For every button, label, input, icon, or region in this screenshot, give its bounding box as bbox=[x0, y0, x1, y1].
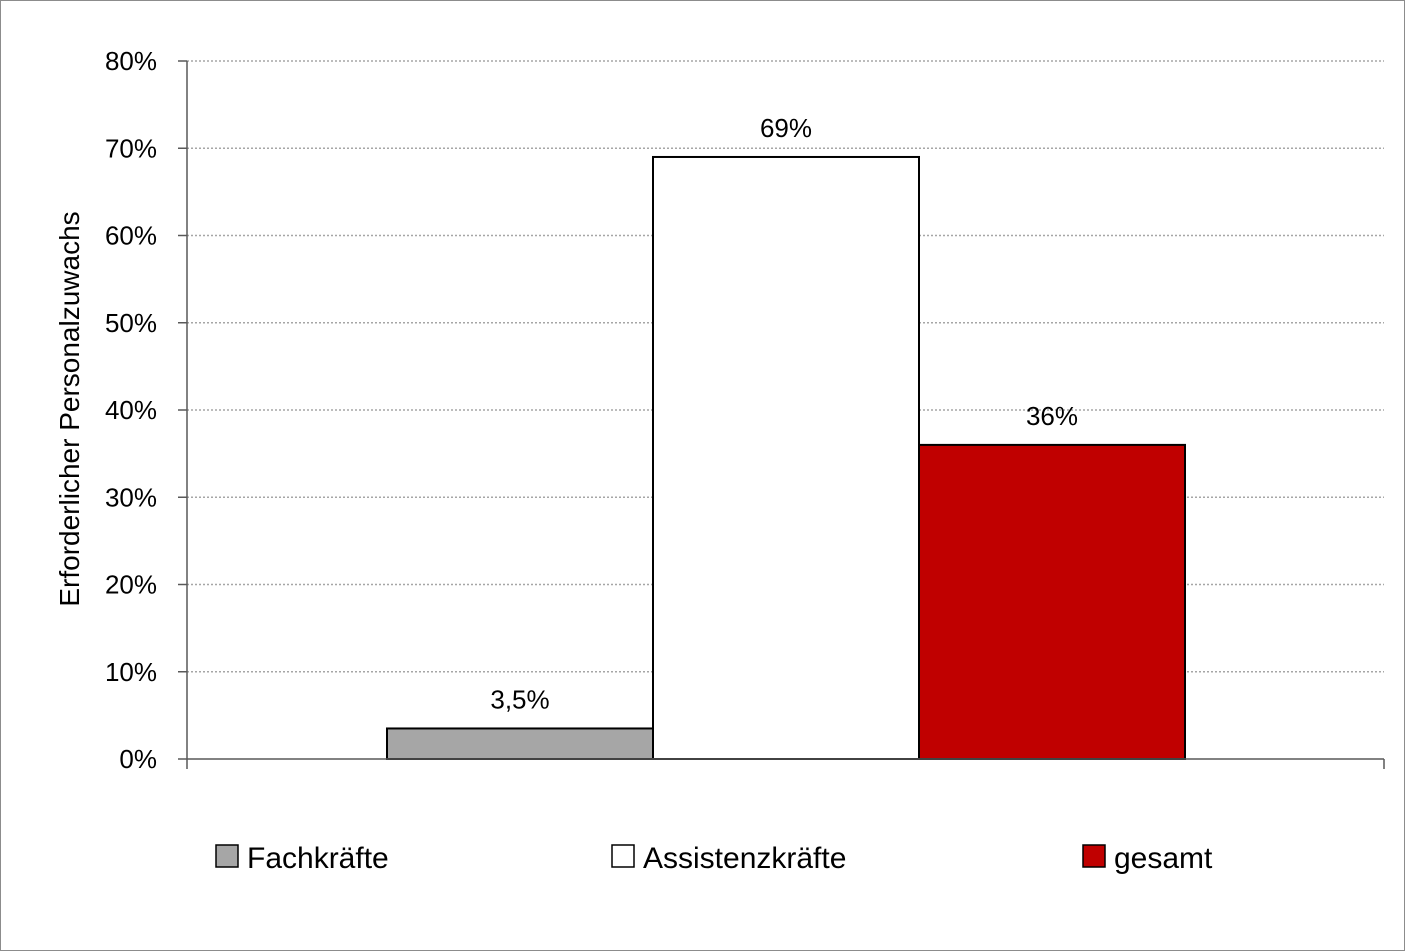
y-tick-label: 70% bbox=[105, 133, 157, 163]
y-tick-label: 0% bbox=[119, 744, 157, 774]
bars bbox=[386, 155, 1186, 761]
y-tick-label: 10% bbox=[105, 657, 157, 687]
y-axis-tick-labels: 0% 10% 20% 30% 40% 50% 60% 70% 80% bbox=[105, 46, 157, 774]
bar-1 bbox=[386, 727, 654, 761]
legend-label: Fachkräfte bbox=[247, 842, 389, 875]
y-tick-label: 40% bbox=[105, 395, 157, 425]
data-label: 36% bbox=[1026, 401, 1078, 431]
data-label: 3,5% bbox=[490, 684, 549, 714]
bar-3 bbox=[918, 443, 1186, 760]
y-axis-title: Erforderlicher Personalzuwachs bbox=[54, 211, 85, 606]
bar-2 bbox=[652, 155, 920, 761]
legend-label: gesamt bbox=[1114, 842, 1213, 875]
y-tick-label: 80% bbox=[105, 46, 157, 76]
axes bbox=[178, 60, 1385, 769]
legend-swatch bbox=[611, 844, 635, 868]
y-tick-label: 30% bbox=[105, 482, 157, 512]
y-tick-label: 60% bbox=[105, 221, 157, 251]
legend-label: Assistenzkräfte bbox=[643, 842, 846, 875]
y-tick-label: 50% bbox=[105, 308, 157, 338]
legend-swatch bbox=[1082, 844, 1106, 868]
data-labels: 3,5% 69% 36% bbox=[490, 113, 1078, 714]
data-label: 69% bbox=[760, 113, 812, 143]
legend-swatch bbox=[215, 844, 239, 868]
y-tick-label: 20% bbox=[105, 570, 157, 600]
legend: Fachkräfte Assistenzkräfte gesamt bbox=[215, 842, 1213, 875]
